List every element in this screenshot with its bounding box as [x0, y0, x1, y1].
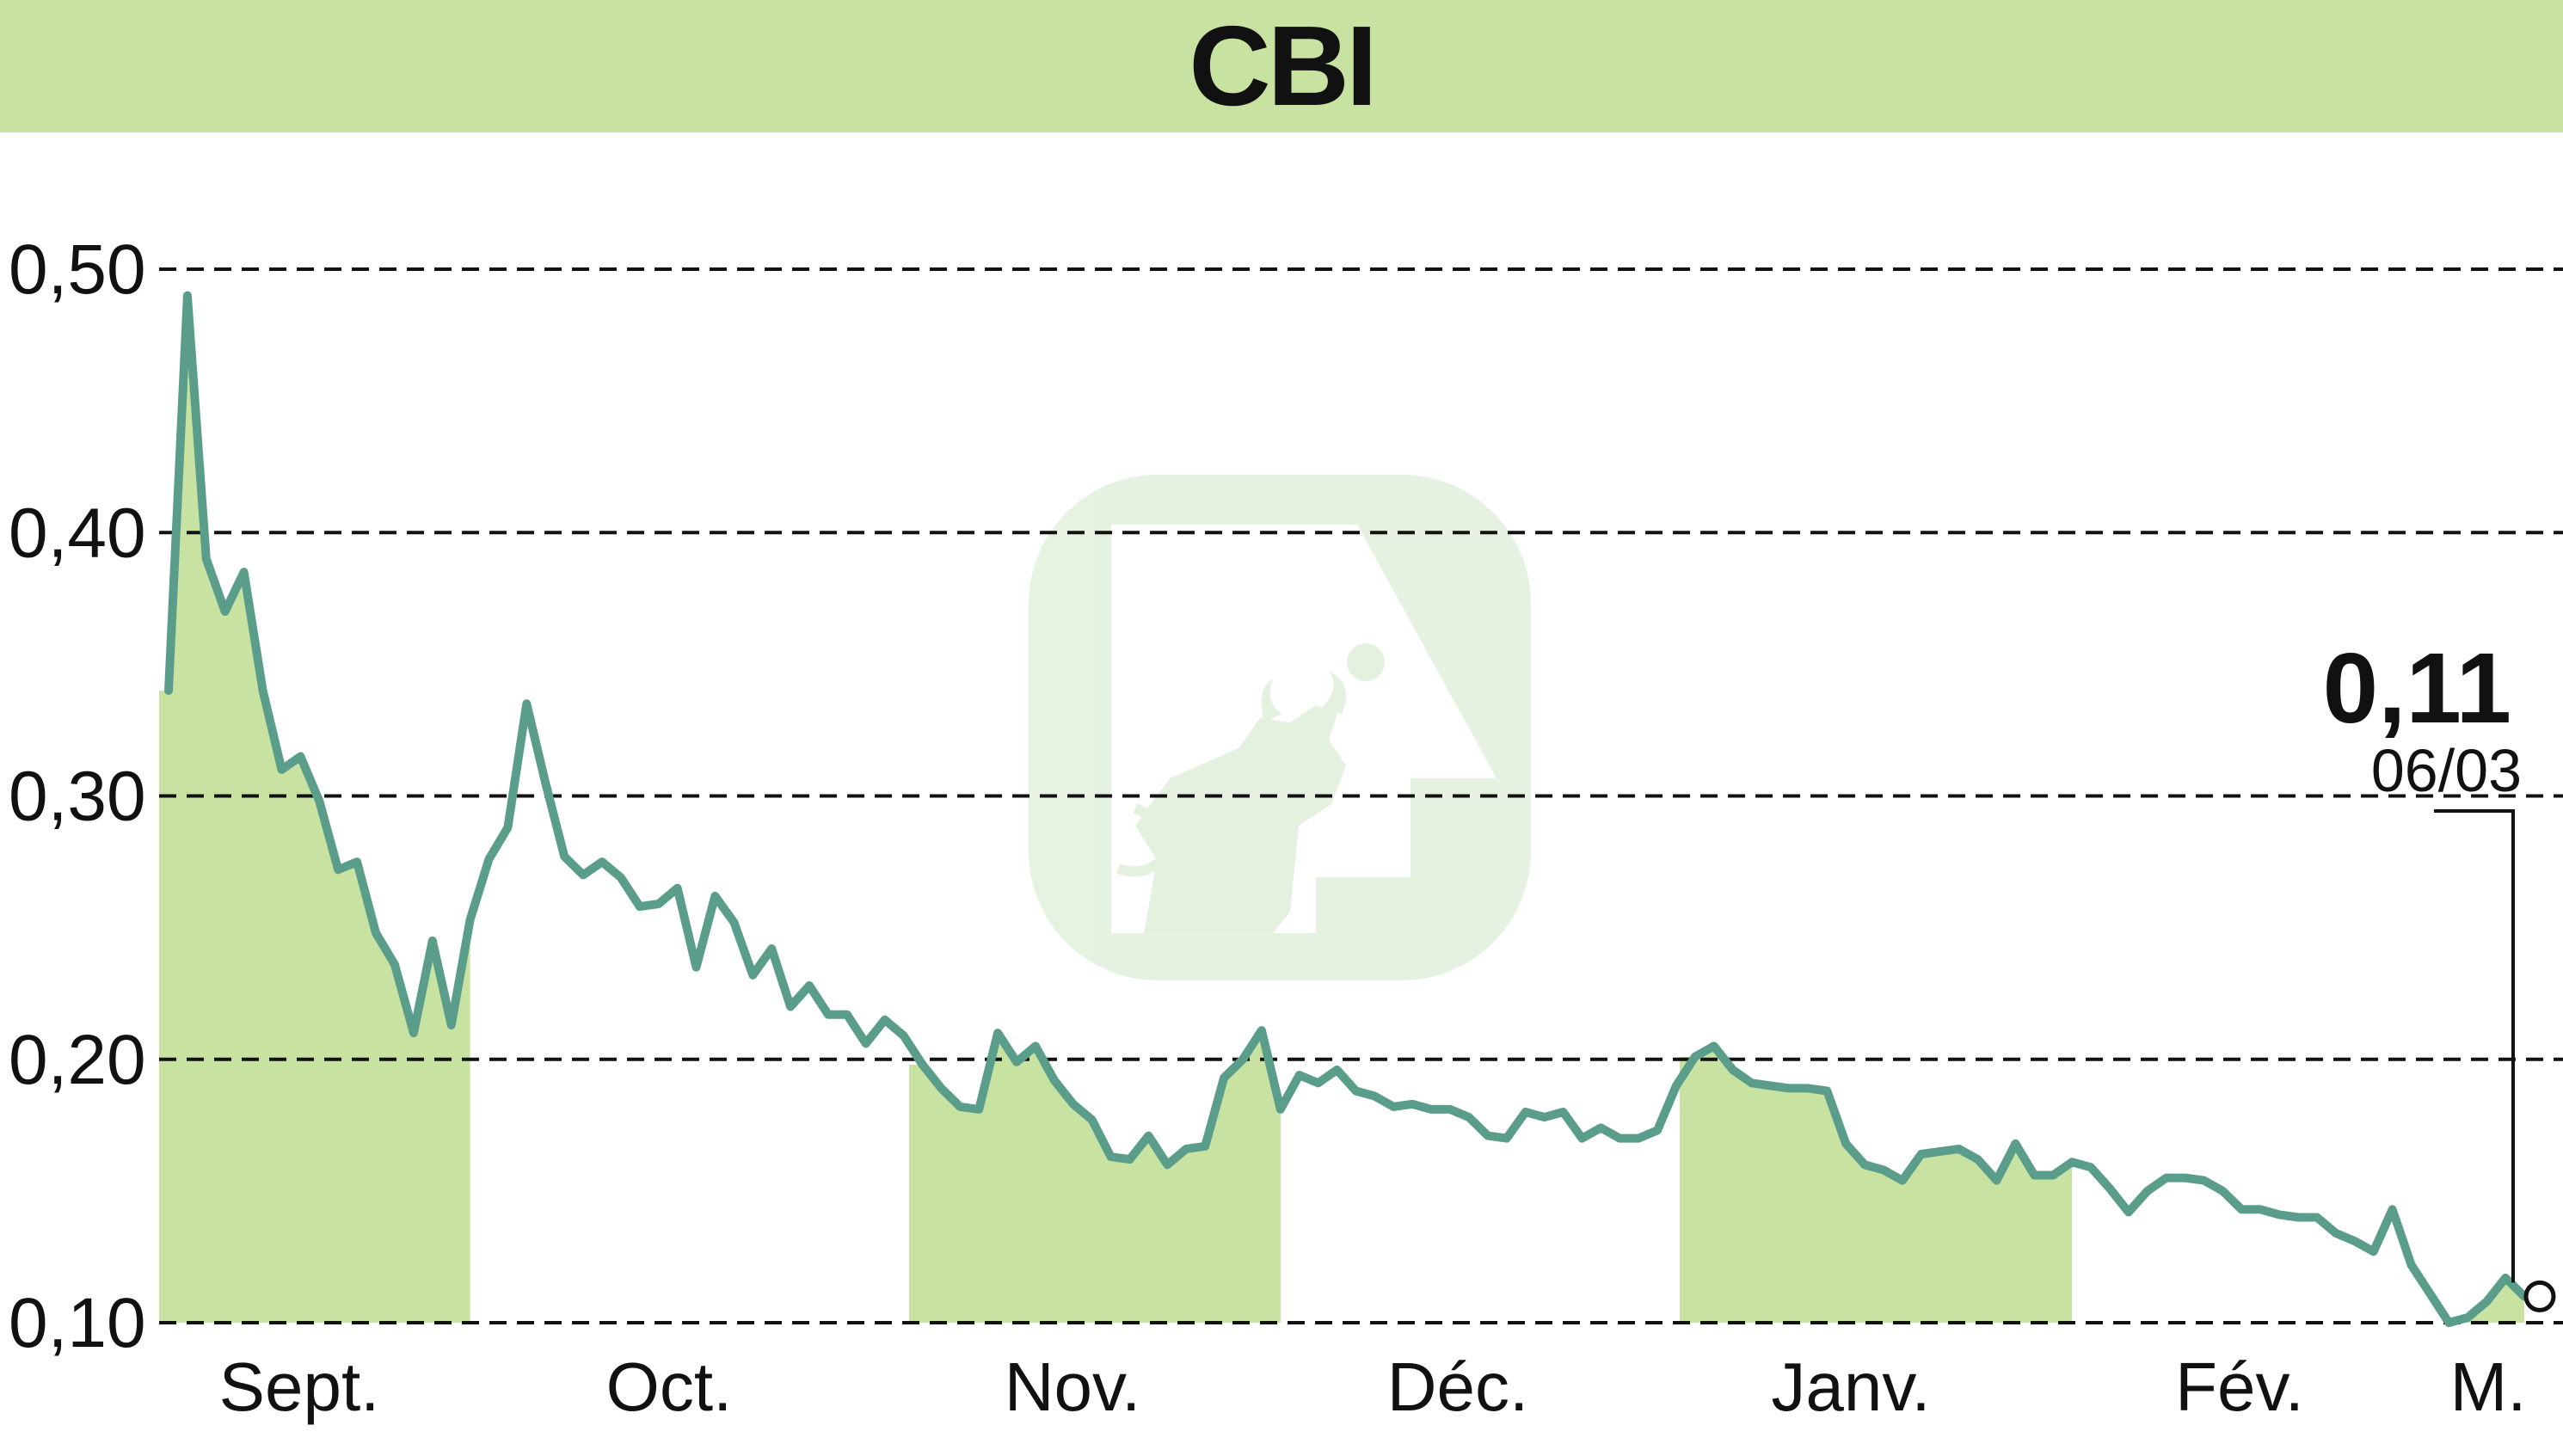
month-band-nov — [909, 1030, 1281, 1323]
last-date-label: 06/03 — [2371, 737, 2522, 804]
chart-title: CBI — [1189, 3, 1377, 129]
y-tick-label: 0,30 — [9, 758, 146, 836]
month-band-janv — [1680, 1046, 2073, 1323]
last-point-marker — [2523, 1280, 2556, 1312]
y-tick-label: 0,20 — [9, 1021, 146, 1099]
month-band-m — [2441, 1277, 2524, 1323]
x-tick-label: M. — [2450, 1348, 2527, 1425]
y-axis-labels: 0,10 0,20 0,30 0,40 0,50 — [9, 230, 146, 1362]
x-axis-labels: Sept. Oct. Nov. Déc. Janv. Fév. M. — [219, 1348, 2527, 1425]
y-tick-label: 0,50 — [9, 230, 146, 309]
leader-line — [2434, 809, 2515, 1283]
month-band-sept — [159, 295, 470, 1323]
x-tick-label: Janv. — [1771, 1348, 1930, 1425]
x-tick-label: Oct. — [606, 1348, 733, 1425]
y-tick-label: 0,10 — [9, 1284, 146, 1362]
x-tick-label: Déc. — [1387, 1348, 1529, 1425]
bull-logo-icon — [1029, 475, 1531, 980]
title-bar — [0, 0, 2563, 132]
month-bands — [159, 295, 2524, 1323]
last-value-annotation: 0,11 06/03 — [2323, 632, 2556, 1312]
y-tick-label: 0,40 — [9, 494, 146, 572]
last-value-label: 0,11 — [2323, 632, 2511, 744]
x-tick-label: Sept. — [219, 1348, 380, 1425]
grid-lines — [159, 267, 2563, 1324]
price-line — [164, 291, 2529, 1327]
x-tick-label: Nov. — [1005, 1348, 1141, 1425]
x-tick-label: Fév. — [2175, 1348, 2304, 1425]
